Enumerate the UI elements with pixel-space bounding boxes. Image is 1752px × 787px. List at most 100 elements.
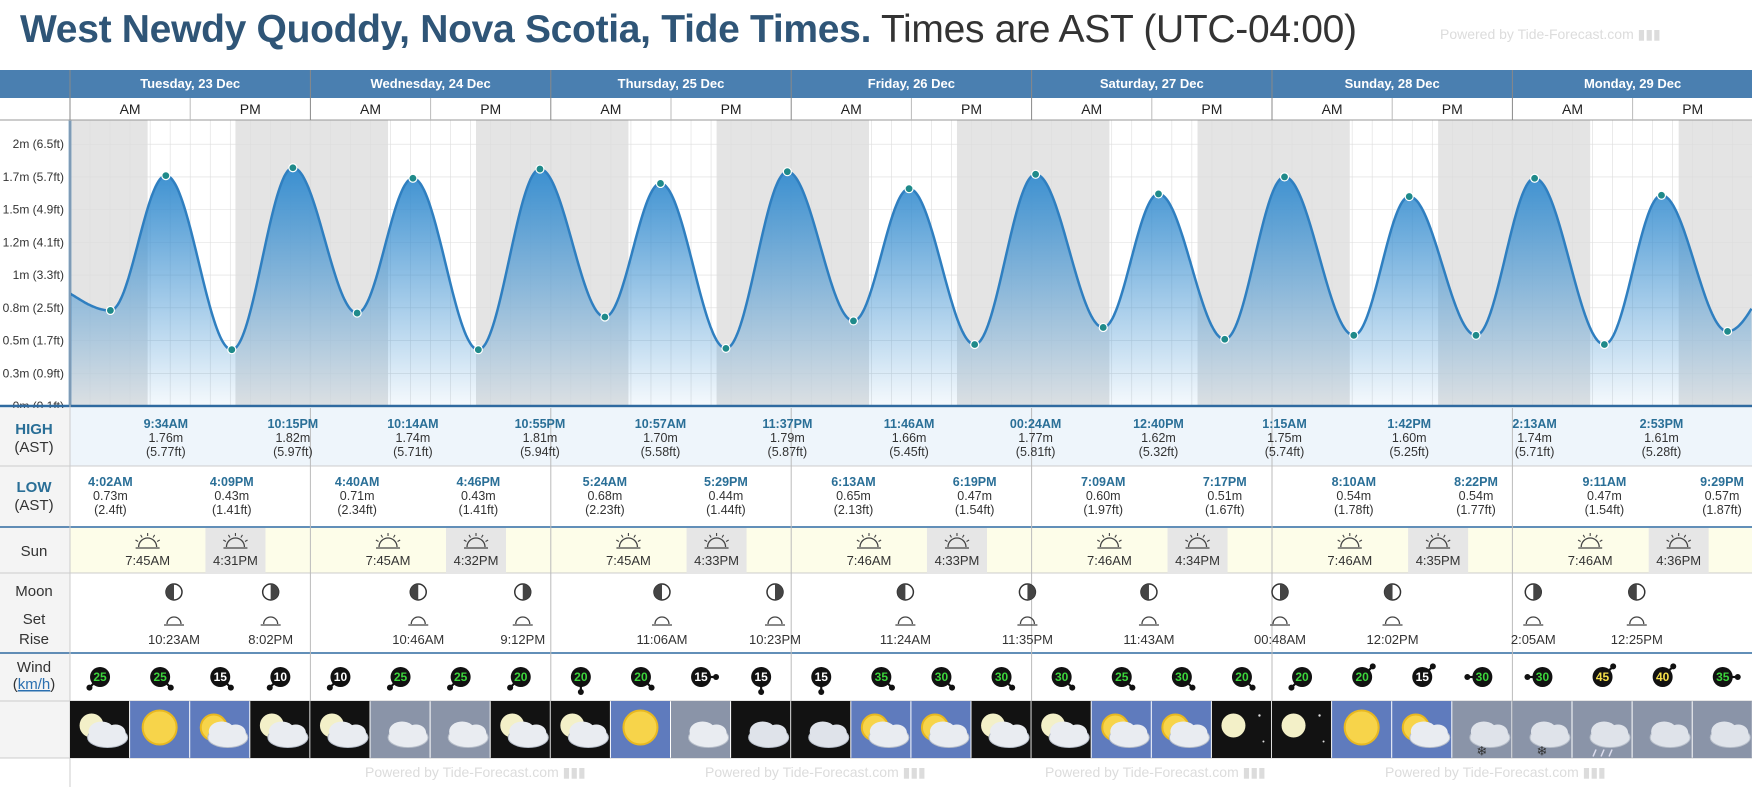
low-tide-point xyxy=(848,316,859,326)
high-tide-point xyxy=(161,171,171,181)
low-tide-point xyxy=(1220,334,1230,344)
weather-night-overcast-icon xyxy=(731,701,791,758)
low-tide-time: 4:02AM xyxy=(88,475,132,489)
sunrise-icon xyxy=(1577,533,1603,549)
low-tide-meters: 0.68m xyxy=(588,489,623,503)
high-tide-feet: (5.28ft) xyxy=(1642,445,1682,459)
moon-phase-icon xyxy=(514,583,532,601)
wind-indicator xyxy=(1288,667,1313,691)
weather-partly-cloudy-icon xyxy=(1392,701,1452,758)
sunrise-time: 7:45AM xyxy=(606,553,651,568)
moonrise-time: 10:23AM xyxy=(148,632,200,647)
moonset-icon xyxy=(260,616,281,626)
wind-speed: 20 xyxy=(514,670,528,684)
day-header-label: Thursday, 25 Dec xyxy=(618,76,725,91)
am-label: AM xyxy=(600,101,621,117)
powered-by-text: Powered by Tide-Forecast.com xyxy=(705,764,899,780)
wind-indicator xyxy=(1171,667,1196,691)
day-header-label: Saturday, 27 Dec xyxy=(1100,76,1204,91)
high-tide-point xyxy=(1404,191,1414,202)
high-tide-time: 1:15AM xyxy=(1262,417,1306,431)
powered-by-text: Powered by Tide-Forecast.com xyxy=(1385,764,1579,780)
weather-night-cloudy-icon xyxy=(971,701,1031,758)
wind-speed: 25 xyxy=(394,670,408,684)
moonset-icon xyxy=(1017,616,1038,626)
wind-speed: 15 xyxy=(214,670,228,684)
high-tide-feet: (5.97ft) xyxy=(273,445,313,459)
weather-night-cloudy-icon xyxy=(490,701,550,758)
sunset-time: 4:36PM xyxy=(1656,553,1701,568)
low-row-tz: (AST) xyxy=(14,497,53,514)
am-label: AM xyxy=(1322,101,1343,117)
moonrise-time: 12:25PM xyxy=(1611,632,1663,647)
weather-night-clear-icon xyxy=(1211,701,1271,758)
high-tide-point xyxy=(782,167,792,177)
wind-unit-link[interactable]: km/h xyxy=(18,676,51,693)
weather-cloudy-icon xyxy=(430,701,490,758)
y-tick-label: 1.7m (5.7ft) xyxy=(3,170,64,184)
weather-night-cloudy-icon xyxy=(310,701,370,758)
high-tide-time: 10:14AM xyxy=(387,417,438,431)
weather-night-cloudy-icon xyxy=(250,701,310,758)
y-tick-label: 1m (3.3ft) xyxy=(13,268,64,282)
sunset-icon xyxy=(944,533,970,549)
low-tide-meters: 0.71m xyxy=(340,489,375,503)
wind-indicator xyxy=(1524,667,1553,687)
low-tide-feet: (1.67ft) xyxy=(1205,503,1245,517)
high-tide-feet: (5.58ft) xyxy=(641,445,681,459)
high-tide-meters: 1.74m xyxy=(1517,431,1552,445)
moonset-time: 9:12PM xyxy=(500,632,545,647)
low-row-label: LOW xyxy=(17,479,53,496)
pm-label: PM xyxy=(961,101,982,117)
high-tide-point xyxy=(904,184,914,194)
y-tick-label: 0.5m (1.7ft) xyxy=(3,334,64,348)
weather-partly-cloudy-icon xyxy=(1091,701,1151,758)
high-tide-time: 2:53PM xyxy=(1640,417,1684,431)
wind-speed: 20 xyxy=(574,670,588,684)
moon-phase-icon xyxy=(896,583,915,601)
moonrise-time: 11:24AM xyxy=(880,632,931,647)
low-tide-point xyxy=(1349,330,1359,340)
pm-label: PM xyxy=(1682,101,1703,117)
wind-indicator xyxy=(751,667,772,695)
am-label: AM xyxy=(1562,101,1583,117)
wind-speed: 20 xyxy=(1235,670,1249,684)
wind-speed: 25 xyxy=(454,670,468,684)
high-tide-point xyxy=(288,163,298,173)
weather-partly-cloudy-icon xyxy=(911,701,971,758)
low-tide-feet: (1.77ft) xyxy=(1456,503,1496,517)
low-tide-feet: (1.41ft) xyxy=(212,503,252,517)
weather-sunny-icon xyxy=(610,701,670,758)
powered-by-top: Powered by Tide-Forecast.com ▮▮▮ xyxy=(1440,26,1661,42)
y-tick-label: 0.3m (0.9ft) xyxy=(3,366,64,380)
high-tide-meters: 1.79m xyxy=(770,431,805,445)
sunrise-time: 7:45AM xyxy=(125,553,170,568)
wind-speed: 35 xyxy=(1716,670,1730,684)
day-header-label: Friday, 26 Dec xyxy=(868,76,955,91)
moon-phase-icon xyxy=(1524,583,1543,601)
moon-phase-icon xyxy=(766,583,784,601)
high-tide-meters: 1.76m xyxy=(148,431,183,445)
weather-night-cloudy-icon xyxy=(1031,701,1091,758)
moonrise-time: 11:06AM xyxy=(636,632,687,647)
sunset-time: 4:31PM xyxy=(213,553,258,568)
moon-phase-icon xyxy=(1383,583,1402,601)
y-axis-bg xyxy=(0,118,70,406)
sunset-icon xyxy=(1425,533,1451,549)
low-tide-time: 6:19PM xyxy=(953,475,997,489)
pm-label: PM xyxy=(480,101,501,117)
high-tide-feet: (5.94ft) xyxy=(520,445,560,459)
wind-speed: 30 xyxy=(1055,670,1069,684)
am-label: AM xyxy=(841,101,862,117)
sun-row-label: Sun xyxy=(21,543,48,560)
moonset-time: 2:05AM xyxy=(1511,632,1556,647)
sunrise-icon xyxy=(375,533,401,549)
low-tide-meters: 0.65m xyxy=(836,489,871,503)
high-tide-time: 1:42PM xyxy=(1387,417,1431,431)
wind-indicator xyxy=(1051,667,1076,691)
moonset-icon xyxy=(765,616,786,626)
high-tide-point xyxy=(655,178,666,189)
high-tide-feet: (5.81ft) xyxy=(1016,445,1056,459)
moon-phase-icon xyxy=(261,583,280,601)
wind-speed: 30 xyxy=(1536,670,1550,684)
